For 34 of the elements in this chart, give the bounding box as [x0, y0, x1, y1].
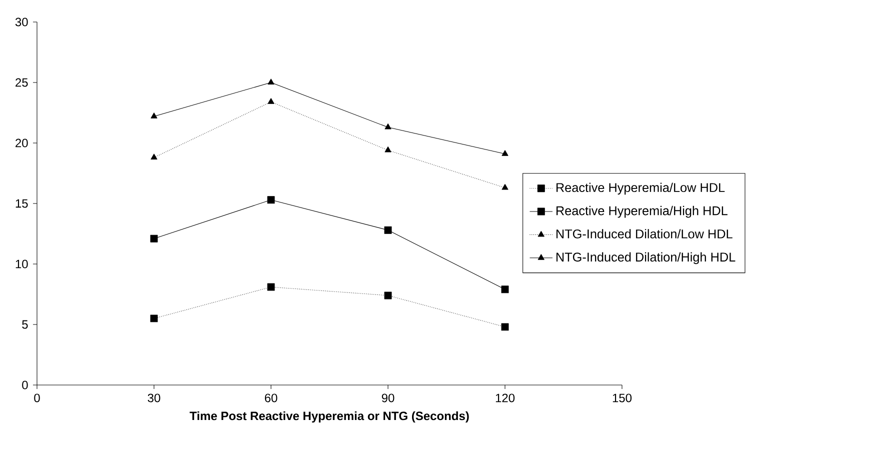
legend-label: Reactive Hyperemia/Low HDL — [556, 182, 725, 195]
legend-label: NTG-Induced Dilation/High HDL — [556, 252, 736, 264]
point — [384, 226, 392, 234]
y-tick-label: 25 — [16, 78, 28, 87]
y-tick-label: 20 — [16, 138, 28, 148]
point — [384, 292, 392, 300]
point — [150, 154, 158, 160]
x-tick-label: 0 — [34, 394, 40, 402]
point — [268, 78, 274, 85]
point — [150, 112, 158, 118]
point — [268, 98, 274, 104]
legend-label: NTG-Induced Dilation/Low HDL — [556, 229, 732, 238]
y-tick-label: 5 — [22, 320, 28, 329]
legend-label: Reactive Hyperemia/High HDL — [556, 206, 728, 218]
point — [150, 314, 158, 322]
x-tick-label: 90 — [382, 394, 394, 402]
x-tick-label: 30 — [148, 394, 160, 402]
point — [267, 283, 275, 291]
x-tick-label: 120 — [496, 394, 515, 402]
y-tick-label: 15 — [16, 199, 28, 208]
y-tick-label: 10 — [16, 260, 28, 268]
point — [501, 323, 509, 331]
x-tick-label: 150 — [612, 394, 632, 402]
point — [501, 286, 509, 294]
point — [384, 124, 392, 130]
point — [502, 150, 508, 156]
point — [267, 196, 275, 204]
point — [150, 234, 158, 242]
y-tick-label: 0 — [22, 380, 28, 390]
point — [384, 146, 392, 152]
point — [502, 184, 508, 190]
x-axis-title: Time Post Reactive Hyperemia or NTG (Seconds) — [190, 411, 469, 423]
x-tick-label: 60 — [264, 394, 278, 402]
y-tick-label: 30 — [15, 18, 28, 26]
